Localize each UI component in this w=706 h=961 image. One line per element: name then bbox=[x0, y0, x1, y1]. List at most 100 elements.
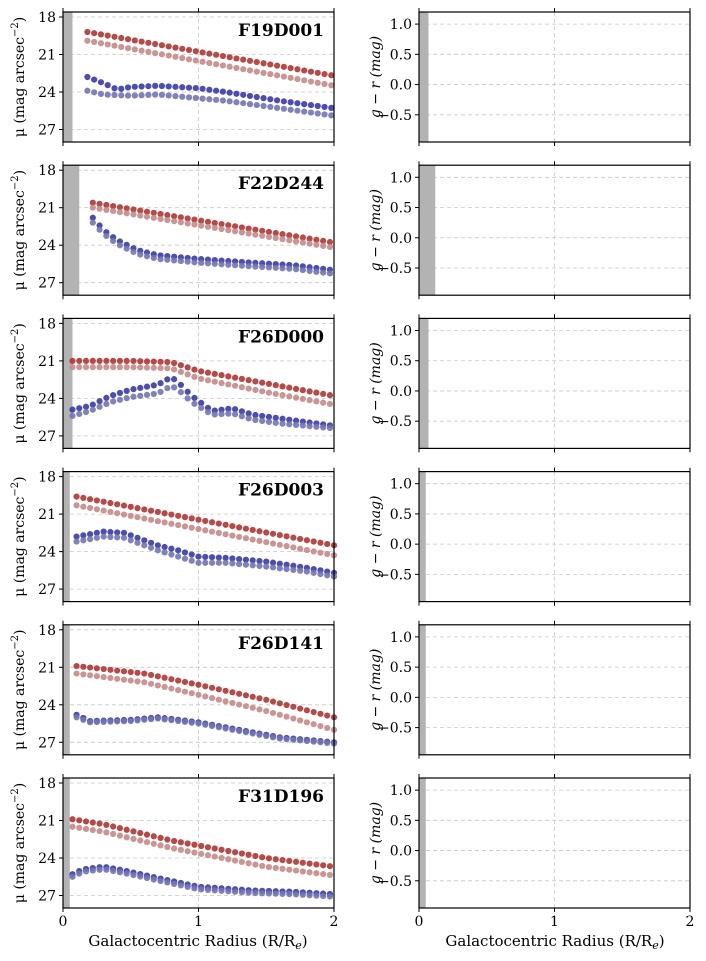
data-point bbox=[188, 557, 195, 564]
data-point bbox=[89, 364, 96, 371]
data-point bbox=[157, 380, 164, 387]
data-point bbox=[84, 73, 91, 81]
data-point bbox=[215, 554, 222, 561]
data-point bbox=[256, 557, 263, 565]
data-point bbox=[231, 374, 239, 381]
y-tick-label: −0.5 bbox=[378, 261, 412, 277]
data-point bbox=[301, 108, 308, 115]
data-point bbox=[320, 424, 327, 431]
y-tick-label: 24 bbox=[38, 545, 56, 561]
data-point bbox=[175, 553, 182, 560]
data-point bbox=[238, 413, 245, 420]
data-point bbox=[286, 232, 293, 239]
data-point bbox=[272, 419, 279, 426]
data-point bbox=[82, 408, 90, 416]
data-point bbox=[123, 210, 130, 217]
data-point bbox=[202, 553, 209, 561]
data-point bbox=[292, 394, 300, 401]
data-point bbox=[252, 386, 259, 394]
data-point bbox=[96, 866, 103, 873]
data-point bbox=[290, 566, 297, 574]
data-point bbox=[89, 826, 96, 834]
data-point bbox=[279, 415, 286, 422]
data-point bbox=[134, 717, 141, 724]
data-point bbox=[198, 375, 205, 383]
data-point bbox=[188, 524, 195, 531]
psf-shaded-region bbox=[63, 624, 70, 755]
x-tick-label: 1 bbox=[550, 914, 559, 930]
data-point bbox=[188, 680, 195, 687]
data-point bbox=[301, 67, 308, 74]
data-point bbox=[69, 823, 76, 830]
data-point bbox=[168, 685, 175, 692]
data-point bbox=[171, 213, 178, 220]
data-point bbox=[297, 717, 304, 724]
data-point bbox=[219, 88, 226, 95]
data-point bbox=[137, 829, 144, 837]
data-point bbox=[317, 539, 324, 546]
data-point bbox=[192, 84, 199, 92]
galaxy-id-label: F26D141 bbox=[238, 634, 324, 654]
data-point bbox=[147, 516, 155, 523]
y-tick-label: 27 bbox=[38, 889, 56, 905]
data-point bbox=[137, 251, 144, 258]
series-g-band-outer bbox=[84, 87, 335, 119]
data-point bbox=[208, 519, 216, 526]
data-point bbox=[164, 376, 171, 383]
data-point bbox=[127, 668, 134, 676]
data-point bbox=[127, 512, 134, 519]
data-point bbox=[252, 411, 259, 419]
data-point bbox=[259, 263, 266, 271]
data-point bbox=[240, 100, 247, 107]
data-point bbox=[127, 677, 134, 684]
data-point bbox=[89, 357, 96, 364]
data-point bbox=[123, 245, 130, 252]
data-point bbox=[103, 400, 110, 407]
data-point bbox=[320, 399, 327, 406]
ylabel-close: ) bbox=[12, 630, 28, 635]
data-point bbox=[320, 871, 327, 878]
data-point bbox=[222, 554, 229, 561]
data-point bbox=[256, 562, 263, 570]
data-point bbox=[222, 687, 229, 694]
data-point bbox=[103, 829, 110, 836]
data-point bbox=[253, 58, 260, 66]
data-point bbox=[211, 370, 218, 377]
data-point bbox=[93, 534, 100, 541]
data-point bbox=[103, 364, 110, 371]
data-point bbox=[143, 839, 151, 846]
data-point bbox=[118, 34, 125, 42]
data-point bbox=[103, 232, 110, 240]
data-point bbox=[184, 395, 191, 402]
data-point bbox=[184, 258, 191, 265]
data-point bbox=[192, 48, 199, 55]
ylabel-sup: −2 bbox=[10, 22, 21, 37]
data-point bbox=[110, 237, 117, 245]
data-point bbox=[260, 60, 267, 67]
x-tick-label: 0 bbox=[59, 914, 68, 930]
data-point bbox=[313, 389, 320, 396]
data-point bbox=[188, 719, 195, 726]
data-point bbox=[152, 40, 159, 48]
data-point bbox=[287, 106, 294, 113]
data-point bbox=[231, 888, 239, 895]
data-point bbox=[204, 260, 212, 267]
y-tick-label: 0.5 bbox=[390, 47, 412, 63]
data-point bbox=[150, 358, 157, 365]
data-point bbox=[265, 264, 273, 271]
data-point bbox=[76, 364, 83, 371]
data-point bbox=[84, 37, 91, 44]
data-point bbox=[171, 845, 178, 852]
data-point bbox=[138, 47, 145, 54]
data-point bbox=[238, 229, 245, 236]
data-point bbox=[326, 871, 334, 879]
data-point bbox=[191, 259, 198, 266]
data-point bbox=[286, 857, 293, 865]
data-point bbox=[110, 202, 117, 210]
data-point bbox=[238, 224, 245, 231]
data-point bbox=[231, 857, 239, 864]
data-point bbox=[150, 390, 157, 398]
data-point bbox=[272, 414, 279, 421]
data-point bbox=[137, 392, 144, 399]
data-point bbox=[292, 233, 300, 240]
